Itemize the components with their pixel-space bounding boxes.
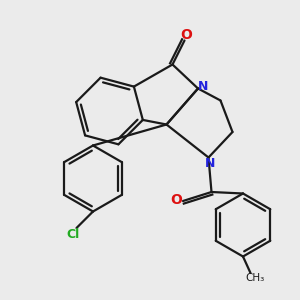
Text: N: N <box>198 80 208 94</box>
Text: Cl: Cl <box>66 227 80 241</box>
Text: O: O <box>170 193 182 206</box>
Text: CH₃: CH₃ <box>245 273 265 284</box>
Text: N: N <box>205 157 215 170</box>
Text: O: O <box>180 28 192 42</box>
